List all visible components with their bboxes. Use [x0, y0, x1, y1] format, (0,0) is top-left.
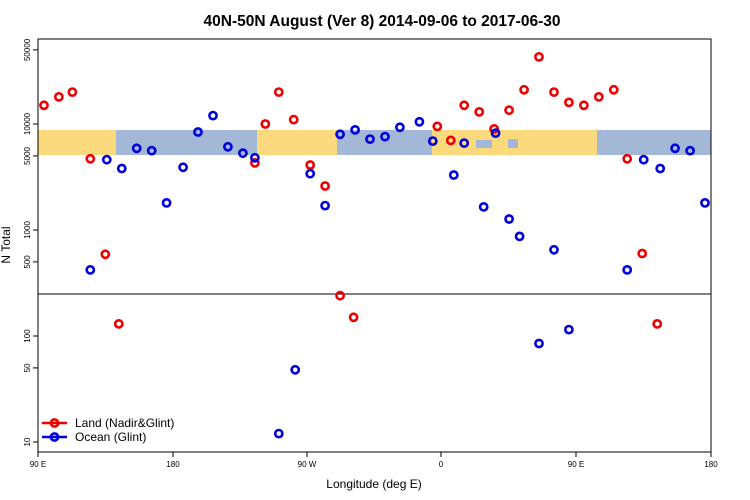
x-axis: 90 E 180 90 W 0 90 E 180	[30, 452, 718, 469]
data-point	[260, 119, 271, 129]
data-point	[534, 52, 544, 62]
data-point	[622, 153, 633, 164]
data-point	[427, 136, 438, 146]
data-point	[608, 84, 619, 95]
data-point	[564, 324, 574, 335]
data-point	[273, 428, 284, 439]
y-tick-label: 50000	[23, 38, 32, 61]
legend-label: Ocean (Glint)	[75, 430, 146, 444]
x-tick-label: 0	[439, 460, 444, 469]
data-point	[504, 105, 514, 116]
data-point	[685, 145, 695, 156]
legend-marker	[49, 418, 60, 428]
data-point	[208, 110, 218, 121]
x-tick-label: 90 E	[568, 460, 584, 469]
data-point	[113, 318, 124, 329]
data-point	[700, 197, 710, 208]
data-point	[116, 163, 127, 174]
data-point	[394, 122, 405, 133]
data-point	[459, 138, 470, 148]
data-point	[67, 87, 78, 97]
data-point	[652, 318, 663, 329]
x-tick-label: 90 W	[298, 460, 317, 469]
data-point	[305, 160, 316, 170]
data-point	[638, 154, 649, 165]
data-point	[222, 141, 233, 152]
data-point	[193, 127, 203, 137]
data-point	[637, 248, 648, 259]
data-points	[39, 52, 710, 439]
data-point	[459, 100, 470, 111]
x-tick-label: 180	[166, 460, 180, 469]
x-tick-label: 180	[704, 460, 718, 469]
data-point	[380, 131, 390, 142]
y-tick-label: 5000	[23, 146, 32, 164]
data-point	[161, 197, 172, 208]
data-point	[249, 152, 260, 163]
data-point	[670, 143, 680, 154]
data-point	[445, 135, 456, 146]
data-point	[249, 157, 260, 168]
y-tick-label: 500	[23, 255, 32, 269]
y-tick-label: 100	[23, 329, 32, 343]
data-point	[85, 153, 96, 164]
y-tick-label: 50	[23, 363, 32, 372]
data-point	[490, 128, 501, 138]
y-tick-label: 1000	[23, 221, 32, 239]
data-point	[146, 145, 157, 156]
data-point	[593, 92, 604, 102]
data-point	[519, 84, 529, 95]
data-point	[504, 214, 514, 224]
map-strip-ocean-pacific	[597, 130, 711, 155]
data-point	[655, 163, 666, 174]
data-point	[320, 200, 330, 211]
data-point	[273, 87, 284, 97]
data-point	[39, 100, 49, 111]
data-point	[335, 129, 345, 140]
map-strip-ocean	[116, 130, 711, 155]
legend-marker	[49, 432, 60, 442]
data-point	[365, 134, 375, 144]
data-point	[290, 364, 301, 375]
x-tick-label: 90 E	[30, 460, 46, 469]
data-point	[54, 92, 64, 102]
legend-label: Land (Nadir&Glint)	[75, 416, 174, 430]
x-axis-title: Longitude (deg E)	[326, 477, 421, 491]
data-point	[622, 264, 633, 275]
y-axis-title: N Total	[0, 226, 13, 263]
data-point	[549, 87, 559, 97]
y-tick-label: 10	[23, 437, 32, 446]
data-point	[432, 121, 443, 132]
data-point	[237, 148, 248, 159]
data-point	[335, 290, 345, 301]
data-point	[579, 100, 589, 111]
data-point	[131, 143, 142, 154]
chart-title: 40N-50N August (Ver 8) 2014-09-06 to 201…	[204, 13, 561, 30]
data-point	[448, 170, 459, 180]
data-point	[178, 162, 188, 173]
data-point	[288, 114, 299, 125]
data-point	[305, 168, 316, 179]
data-point	[101, 154, 112, 165]
data-point	[320, 181, 330, 191]
data-point	[564, 97, 574, 108]
data-point	[478, 201, 489, 212]
data-point	[474, 107, 485, 117]
data-point	[414, 116, 425, 127]
data-point	[514, 231, 525, 242]
map-strip-ocean-caspian	[508, 139, 518, 148]
data-point	[350, 124, 360, 135]
data-point	[85, 264, 96, 275]
y-axis: 10 50 100 500 1000 5000 10000 50000	[23, 38, 38, 446]
data-point	[348, 312, 359, 323]
data-point	[534, 338, 544, 349]
data-point	[549, 244, 559, 255]
y-tick-label: 10000	[23, 112, 32, 135]
plot-frame	[37, 38, 712, 453]
map-strip-ocean-blacksea	[476, 140, 492, 148]
legend: Land (Nadir&Glint)Ocean (Glint)	[42, 416, 174, 444]
data-point	[100, 249, 111, 260]
